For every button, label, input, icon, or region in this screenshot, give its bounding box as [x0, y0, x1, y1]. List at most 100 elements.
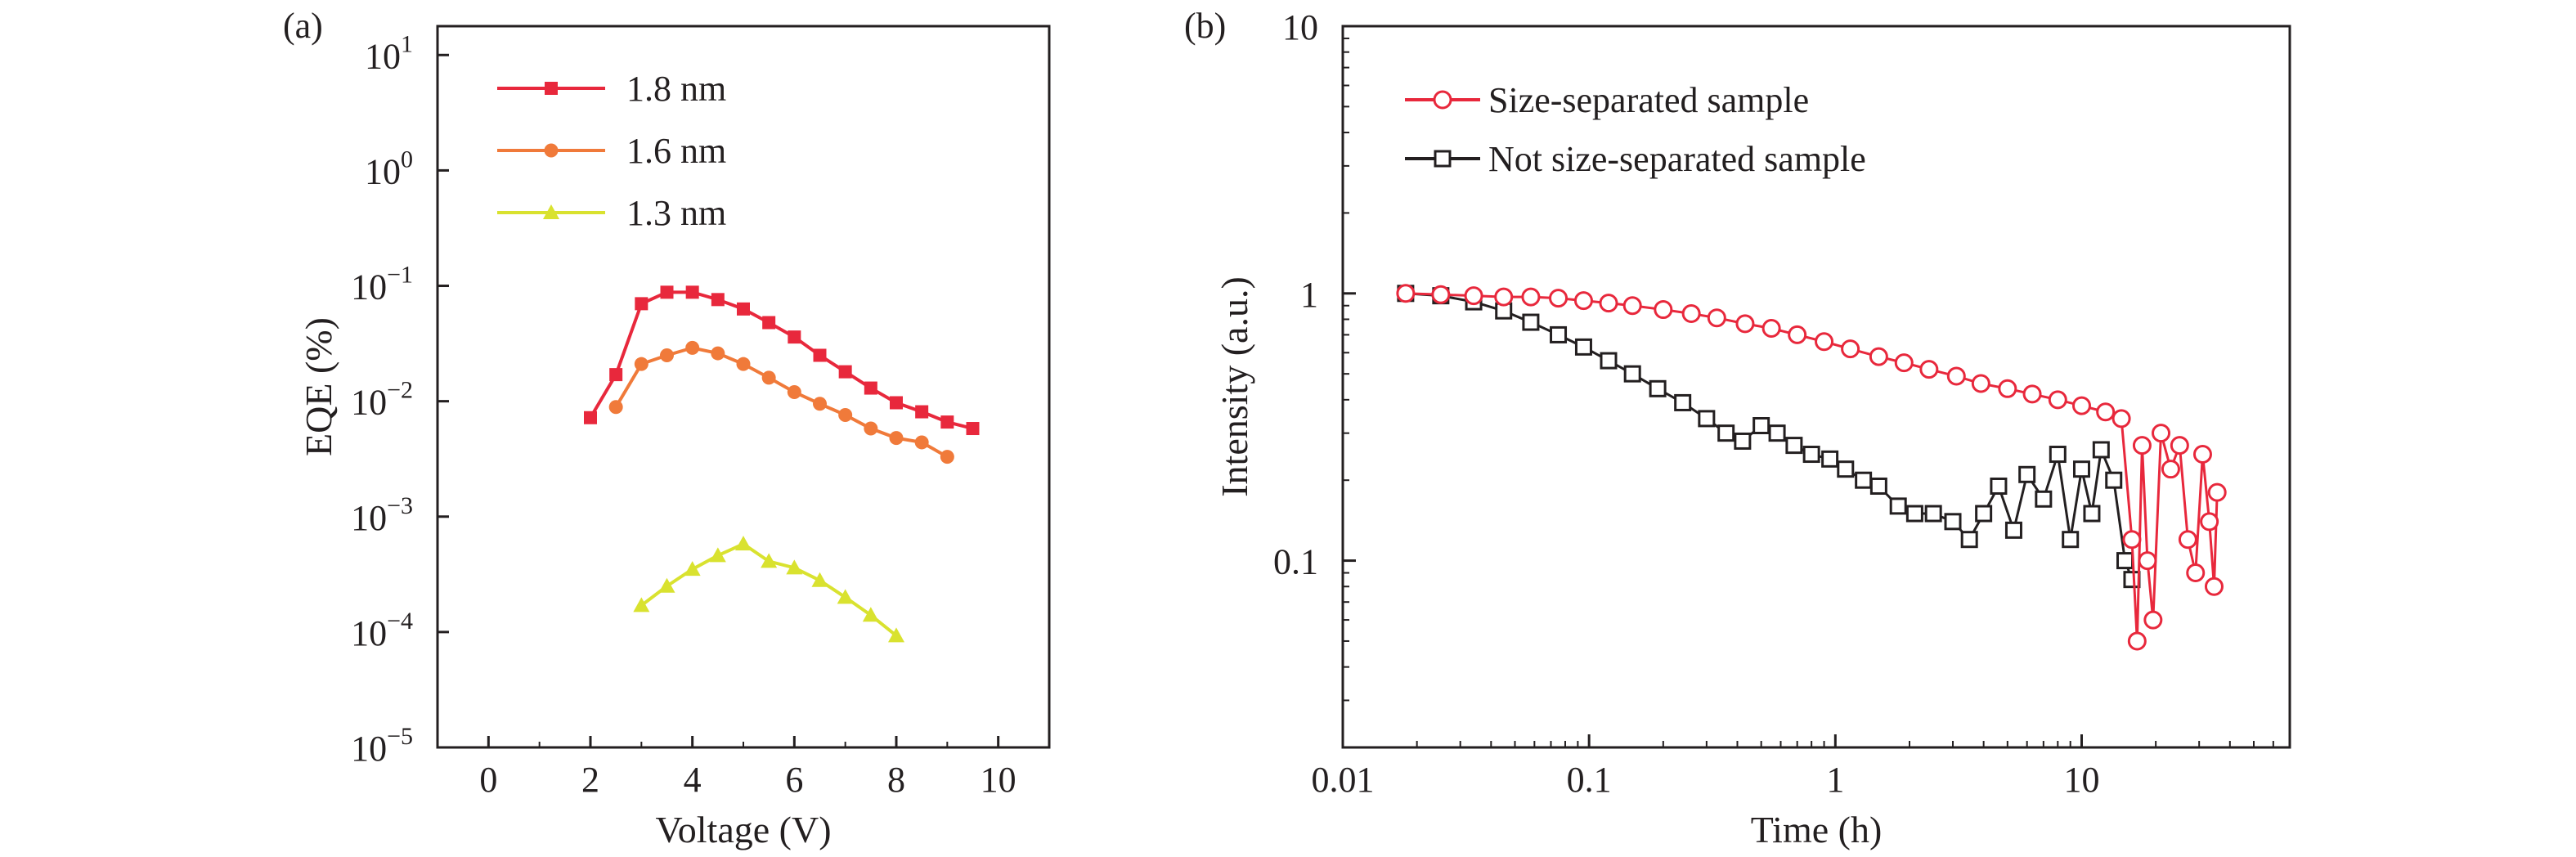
x-tick-label: 0.1 [1567, 760, 1612, 800]
data-point [1855, 471, 1873, 489]
data-point [940, 415, 954, 429]
data-point [2035, 490, 2053, 508]
data-point [2204, 577, 2224, 596]
data-point [966, 422, 980, 436]
data-point [2132, 436, 2152, 455]
legend-label: 1.3 nm [626, 193, 726, 233]
data-point [1837, 460, 1855, 478]
data-point [633, 597, 650, 612]
x-tick-label: 0 [479, 760, 497, 800]
data-point [2161, 460, 2180, 479]
data-point [1802, 446, 1820, 464]
data-point [1623, 365, 1641, 383]
data-point [1654, 300, 1673, 320]
data-point [1894, 353, 1914, 373]
data-point [2143, 610, 2163, 630]
data-point [1550, 325, 1568, 343]
data-point [608, 400, 623, 415]
data-point [1674, 393, 1692, 411]
data-point [940, 450, 954, 464]
data-point [1946, 366, 1966, 386]
data-point [838, 365, 852, 379]
data-point [1573, 291, 1593, 311]
panel-a: (a) 0 2 4 6 8 10 101 100 10−1 10−2 10−3 10−4 10−5 Vo… [283, 6, 1051, 850]
data-point [2112, 409, 2131, 428]
panel-b-ylabel: Intensity (a.u.) [1214, 276, 1255, 497]
data-point [1522, 313, 1540, 331]
data-point [838, 407, 853, 422]
data-point [2116, 552, 2134, 570]
panel-b-label: (b) [1184, 6, 1226, 46]
data-point [1431, 285, 1451, 304]
series-Size-separated-sample [1396, 284, 2227, 651]
data-point [1788, 325, 1807, 344]
data-point [914, 435, 929, 450]
y-tick-label: 0.1 [1273, 542, 1318, 582]
data-point [2004, 521, 2022, 539]
data-point [2018, 465, 2036, 483]
data-point [735, 536, 752, 551]
data-point [709, 547, 726, 563]
x-tick-label: 2 [581, 760, 599, 800]
data-point [1464, 286, 1483, 306]
data-point [2152, 424, 2171, 443]
data-point [1919, 360, 1939, 379]
data-point [1698, 410, 1716, 428]
panel-b-series [1396, 284, 2227, 651]
data-point [2048, 390, 2067, 410]
legend-label: 1.6 nm [626, 131, 726, 171]
y-tick-label: 100 [365, 146, 413, 191]
data-point [890, 396, 903, 410]
data-point [584, 411, 597, 424]
data-point [1841, 339, 1860, 359]
data-point [915, 405, 929, 419]
data-point [1815, 332, 1834, 352]
data-point [813, 348, 827, 362]
data-point [1975, 505, 1993, 523]
data-point [2186, 563, 2206, 583]
data-point [2022, 384, 2042, 404]
data-point [1785, 437, 1803, 455]
data-point [1717, 424, 1735, 442]
data-point [889, 431, 904, 446]
y-tick-label: 1 [1300, 275, 1318, 315]
legend-label: 1.8 nm [626, 69, 726, 109]
data-point [788, 330, 801, 344]
legend-marker [544, 143, 559, 158]
data-point [1971, 374, 1990, 393]
panel-b-ticks: 0.01 0.1 1 10 0.1 1 10 [1273, 7, 2291, 800]
series-line [589, 290, 973, 430]
data-point [635, 297, 648, 311]
data-point [1735, 314, 1755, 334]
x-tick-label: 8 [887, 760, 905, 800]
y-tick-label: 10−2 [351, 377, 413, 423]
data-point [1549, 289, 1568, 308]
data-point [2071, 396, 2091, 415]
y-tick-label: 10 [1282, 7, 1318, 47]
data-point [2096, 402, 2116, 422]
data-point [2049, 446, 2067, 464]
data-point [761, 553, 778, 568]
data-point [1821, 450, 1839, 468]
panel-b-legend: Size-separated sample Not size-separated … [1405, 80, 1866, 179]
data-point [2192, 445, 2212, 464]
data-point [1681, 304, 1701, 324]
data-point [1622, 296, 1642, 316]
data-point [786, 559, 803, 575]
y-tick-label: 101 [365, 30, 413, 76]
data-point [2062, 531, 2080, 549]
data-point [736, 357, 751, 371]
series-1.8-nm [584, 285, 980, 436]
data-point [1944, 513, 1962, 531]
data-point [1599, 294, 1618, 313]
data-point [660, 348, 674, 362]
data-point [2105, 471, 2123, 489]
data-point [1396, 284, 1416, 303]
x-tick-label: 0.01 [1312, 760, 1375, 800]
data-point [2207, 482, 2227, 502]
data-point [1707, 308, 1726, 328]
panel-a-xlabel: Voltage (V) [655, 809, 831, 850]
data-point [1600, 352, 1618, 370]
data-point [2123, 571, 2141, 589]
